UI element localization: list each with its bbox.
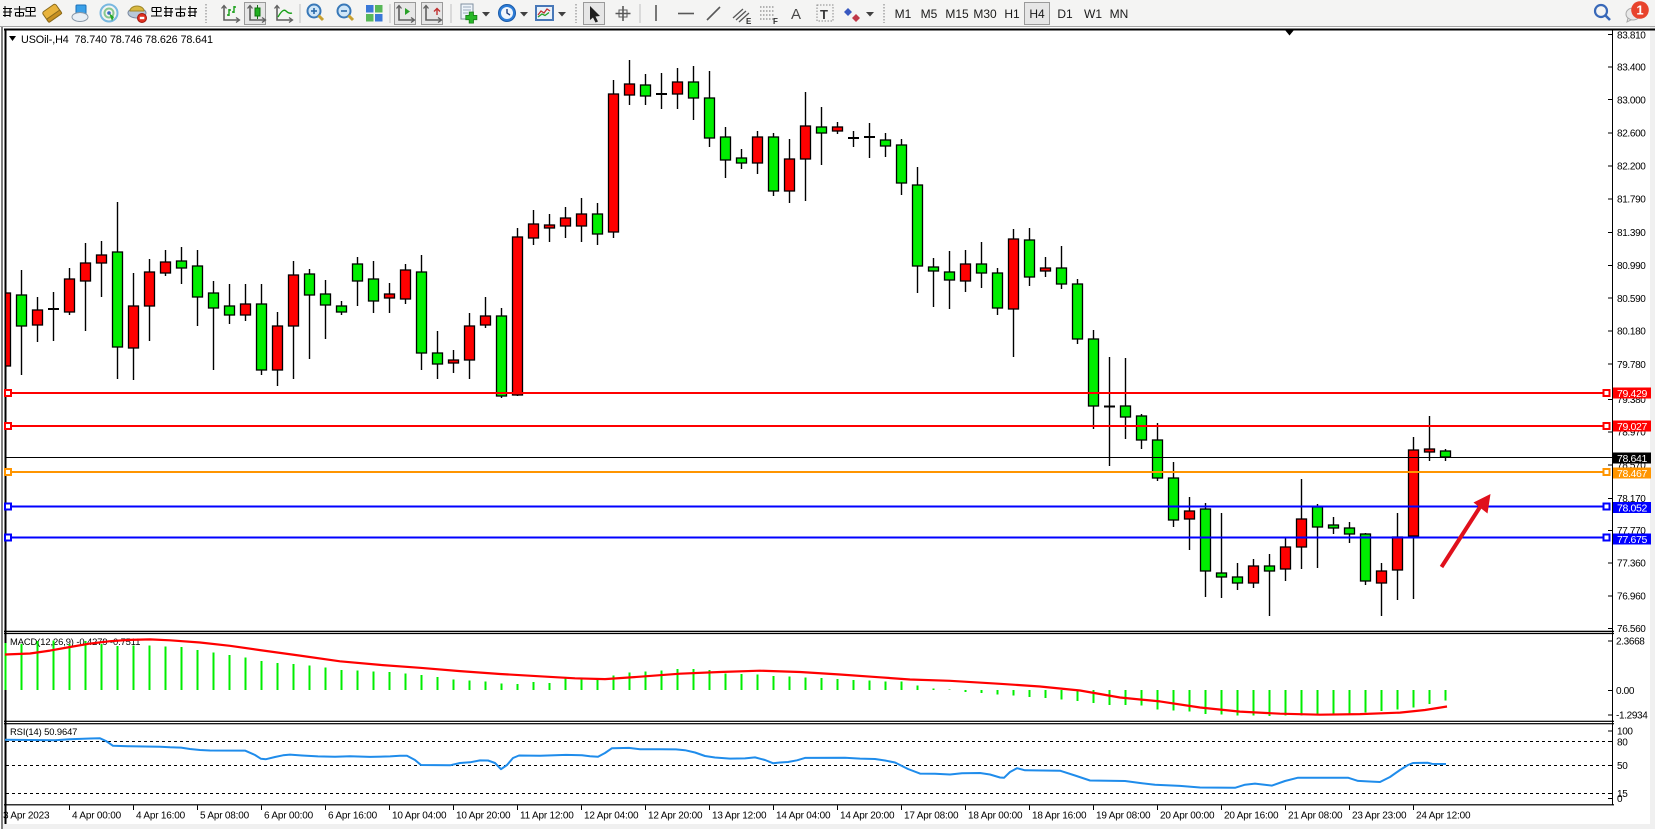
svg-text:77.770: 77.770 xyxy=(1617,526,1646,537)
svg-text:-1.2934: -1.2934 xyxy=(1616,711,1648,722)
svg-text:80: 80 xyxy=(1617,737,1628,748)
svg-text:E: E xyxy=(746,17,752,26)
svg-text:100: 100 xyxy=(1617,727,1633,738)
svg-text:H4: H4 xyxy=(1029,7,1045,21)
svg-text:6 Apr 00:00: 6 Apr 00:00 xyxy=(264,811,314,822)
svg-text:M30: M30 xyxy=(973,7,997,21)
svg-text:77.360: 77.360 xyxy=(1617,559,1646,570)
svg-text:80.590: 80.590 xyxy=(1617,294,1646,305)
svg-text:M5: M5 xyxy=(921,7,938,21)
svg-text:0.00: 0.00 xyxy=(1616,686,1635,697)
svg-text:M15: M15 xyxy=(945,7,969,21)
svg-text:1: 1 xyxy=(1636,3,1643,18)
svg-text:D1: D1 xyxy=(1057,7,1073,21)
svg-text:76.560: 76.560 xyxy=(1617,624,1646,635)
svg-text:80.990: 80.990 xyxy=(1617,261,1646,272)
svg-text:5 Apr 08:00: 5 Apr 08:00 xyxy=(200,811,250,822)
svg-text:13 Apr 12:00: 13 Apr 12:00 xyxy=(712,811,767,822)
svg-text:77.675: 77.675 xyxy=(1617,534,1648,546)
svg-text:23 Apr 23:00: 23 Apr 23:00 xyxy=(1352,811,1407,822)
svg-text:78.570: 78.570 xyxy=(1617,461,1646,472)
svg-text:83.810: 83.810 xyxy=(1617,30,1646,41)
svg-text:81.390: 81.390 xyxy=(1617,228,1646,239)
svg-text:83.000: 83.000 xyxy=(1617,95,1646,106)
svg-text:F: F xyxy=(773,17,778,26)
svg-text:20 Apr 16:00: 20 Apr 16:00 xyxy=(1224,811,1279,822)
svg-text:80.180: 80.180 xyxy=(1617,327,1646,338)
svg-text:20 Apr 00:00: 20 Apr 00:00 xyxy=(1160,811,1215,822)
svg-text:4 Apr 00:00: 4 Apr 00:00 xyxy=(72,811,122,822)
svg-text:78.641: 78.641 xyxy=(1617,453,1648,465)
svg-text:21 Apr 08:00: 21 Apr 08:00 xyxy=(1288,811,1343,822)
svg-text:78.970: 78.970 xyxy=(1617,428,1646,439)
svg-text:T: T xyxy=(820,7,828,22)
svg-text:78.467: 78.467 xyxy=(1617,468,1648,480)
svg-text:W1: W1 xyxy=(1084,7,1102,21)
svg-text:MACD(12,26,9) -0.4279 -0.7511: MACD(12,26,9) -0.4279 -0.7511 xyxy=(10,636,140,647)
svg-text:H1: H1 xyxy=(1004,7,1020,21)
svg-text:79.429: 79.429 xyxy=(1617,388,1648,400)
svg-text:18 Apr 16:00: 18 Apr 16:00 xyxy=(1032,811,1087,822)
svg-text:15: 15 xyxy=(1617,789,1628,800)
svg-text:81.790: 81.790 xyxy=(1617,195,1646,206)
svg-text:RSI(14) 50.9647: RSI(14) 50.9647 xyxy=(10,726,77,737)
svg-text:79.780: 79.780 xyxy=(1617,360,1646,371)
svg-text:10 Apr 20:00: 10 Apr 20:00 xyxy=(456,811,511,822)
svg-text:79.380: 79.380 xyxy=(1617,395,1646,406)
svg-text:3 Apr 2023: 3 Apr 2023 xyxy=(3,811,50,822)
svg-text:2.3668: 2.3668 xyxy=(1616,637,1645,648)
svg-text:82.200: 82.200 xyxy=(1617,162,1646,173)
svg-text:14 Apr 20:00: 14 Apr 20:00 xyxy=(840,811,895,822)
svg-text:11 Apr 12:00: 11 Apr 12:00 xyxy=(520,811,574,822)
svg-text:78.170: 78.170 xyxy=(1617,494,1646,505)
svg-text:0: 0 xyxy=(1617,794,1623,805)
svg-text:14 Apr 04:00: 14 Apr 04:00 xyxy=(776,811,831,822)
svg-text:83.400: 83.400 xyxy=(1617,63,1646,74)
svg-text:10 Apr 04:00: 10 Apr 04:00 xyxy=(392,811,447,822)
svg-text:12 Apr 04:00: 12 Apr 04:00 xyxy=(584,811,639,822)
svg-text:76.960: 76.960 xyxy=(1617,592,1646,603)
svg-text:79.027: 79.027 xyxy=(1617,421,1648,433)
svg-text:78.052: 78.052 xyxy=(1617,502,1648,514)
svg-text:M1: M1 xyxy=(895,7,912,21)
svg-text:82.600: 82.600 xyxy=(1617,129,1646,140)
svg-text:6 Apr 16:00: 6 Apr 16:00 xyxy=(328,811,378,822)
svg-text:12 Apr 20:00: 12 Apr 20:00 xyxy=(648,811,703,822)
svg-text:4 Apr 16:00: 4 Apr 16:00 xyxy=(136,811,186,822)
svg-text:18 Apr 00:00: 18 Apr 00:00 xyxy=(968,811,1023,822)
svg-text:17 Apr 08:00: 17 Apr 08:00 xyxy=(904,811,959,822)
svg-text:MN: MN xyxy=(1110,7,1129,21)
svg-text:USOil-,H4 78.740 78.746 78.62: USOil-,H4 78.740 78.746 78.626 78.641 xyxy=(21,34,213,46)
svg-text:A: A xyxy=(791,6,801,23)
svg-text:24 Apr 12:00: 24 Apr 12:00 xyxy=(1416,811,1471,822)
svg-text:19 Apr 08:00: 19 Apr 08:00 xyxy=(1096,811,1151,822)
svg-text:50: 50 xyxy=(1617,761,1628,772)
